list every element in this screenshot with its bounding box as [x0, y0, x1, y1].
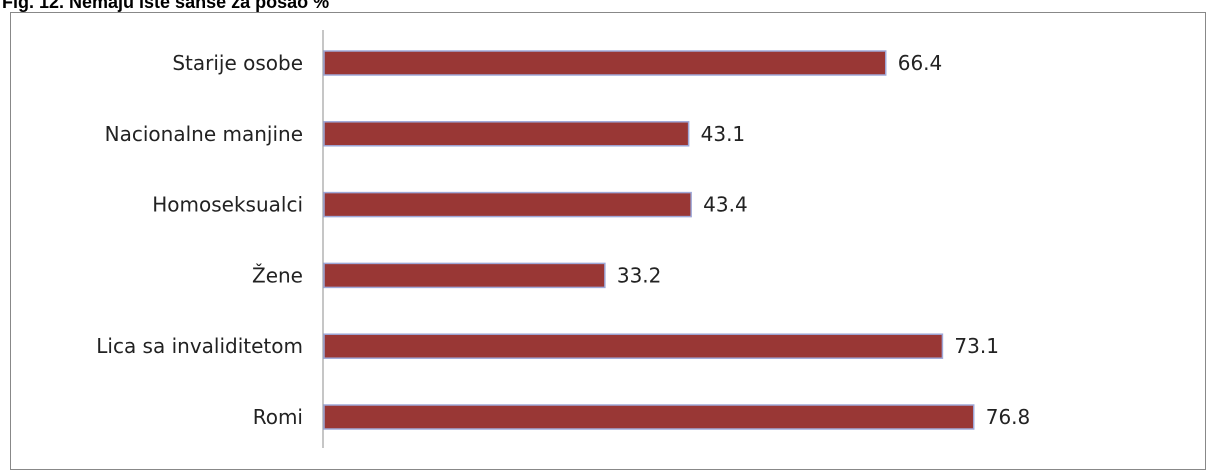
category-label: Žene [252, 263, 303, 287]
data-label: 43.4 [703, 193, 748, 217]
category-label: Lica sa invaliditetom [96, 334, 303, 358]
chart-frame [10, 12, 1206, 470]
data-label: 73.1 [954, 334, 999, 358]
data-label: 43.1 [701, 122, 746, 146]
category-label: Nacionalne manjine [105, 122, 303, 146]
bar [323, 50, 887, 76]
bar [323, 404, 975, 430]
bar [323, 121, 690, 147]
bar [323, 333, 944, 359]
category-label: Starije osobe [172, 51, 303, 75]
bar [323, 191, 692, 218]
data-label: 33.2 [617, 263, 662, 287]
category-label: Romi [253, 405, 303, 429]
category-label: Homoseksualci [152, 193, 303, 217]
chart-title: Fig. 12. Nemaju iste šanse za posao % [2, 0, 330, 12]
data-label: 66.4 [898, 51, 943, 75]
bar [323, 262, 606, 289]
data-label: 76.8 [986, 405, 1031, 429]
